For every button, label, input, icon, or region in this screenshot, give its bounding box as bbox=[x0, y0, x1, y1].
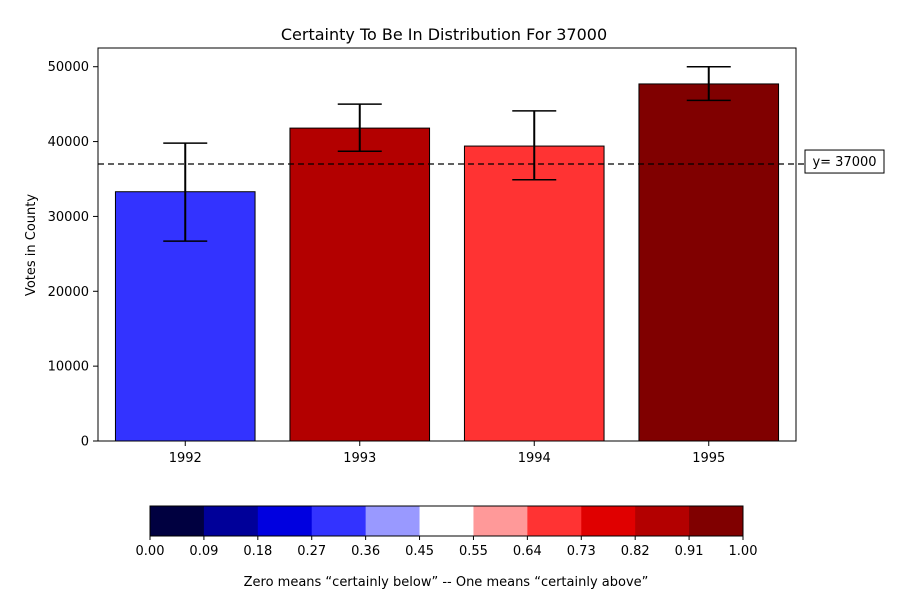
colorbar-frame bbox=[149, 505, 744, 537]
reference-line-label-box bbox=[804, 149, 885, 174]
x-tick-label: 1994 bbox=[518, 451, 551, 466]
colorbar-tick-label: 0.55 bbox=[459, 544, 488, 559]
bar-1995 bbox=[638, 83, 780, 442]
colorbar-segment bbox=[150, 506, 205, 536]
colorbar-tick-label: 0.73 bbox=[567, 544, 596, 559]
colorbar-segment bbox=[527, 506, 582, 536]
colorbar-tick-label: 0.91 bbox=[675, 544, 704, 559]
y-tick-label: 50000 bbox=[48, 60, 89, 75]
colorbar-segment bbox=[257, 506, 313, 536]
colorbar-segment bbox=[203, 506, 259, 536]
y-tick-label: 0 bbox=[81, 435, 89, 450]
bar-1993 bbox=[289, 127, 431, 442]
x-tick-label: 1993 bbox=[343, 451, 376, 466]
plot-frame bbox=[97, 47, 797, 442]
colorbar-segment bbox=[689, 506, 744, 536]
reference-line-annotation: y= 37000 bbox=[804, 149, 885, 174]
colorbar-segment bbox=[419, 506, 474, 536]
reference-line-label: y= 37000 bbox=[812, 155, 876, 170]
colorbar-segment bbox=[581, 506, 636, 536]
y-tick-label: 20000 bbox=[48, 285, 89, 300]
error-bar-1993 bbox=[337, 103, 382, 153]
bar-1994 bbox=[463, 145, 605, 442]
colorbar-segment bbox=[473, 506, 528, 536]
y-axis-label: Votes in County bbox=[24, 194, 39, 296]
y-tick-label: 30000 bbox=[48, 210, 89, 225]
colorbar-tick-label: 1.00 bbox=[729, 544, 758, 559]
colorbar-tick-label: 0.36 bbox=[351, 544, 380, 559]
colorbar-label: Zero means “certainly below” -- One mean… bbox=[244, 575, 649, 590]
y-tick-label: 10000 bbox=[48, 360, 89, 375]
colorbar-tick-label: 0.64 bbox=[513, 544, 542, 559]
plot-area: y= 37000 0 10000 20000 30000 40000 50000 1992 19… bbox=[48, 47, 885, 466]
colorbar: 0.00 0.09 0.18 0.27 0.36 0.45 0.55 0.64 0.73 0.82… bbox=[136, 505, 758, 559]
error-bar-1995 bbox=[686, 65, 731, 102]
colorbar-tick-label: 0.82 bbox=[621, 544, 650, 559]
chart-title: Certainty To Be In Distribution For 3700… bbox=[281, 25, 607, 44]
x-tick-label: 1995 bbox=[692, 451, 725, 466]
colorbar-tick-label: 0.27 bbox=[297, 544, 326, 559]
colorbar-segment bbox=[311, 506, 367, 536]
colorbar-tick-label: 0.18 bbox=[243, 544, 272, 559]
error-bar-1994 bbox=[512, 110, 557, 181]
colorbar-segment bbox=[635, 506, 690, 536]
error-bar-1992 bbox=[163, 142, 208, 242]
x-tick-label: 1992 bbox=[169, 451, 202, 466]
colorbar-tick-label: 0.00 bbox=[136, 544, 165, 559]
colorbar-tick-label: 0.09 bbox=[189, 544, 218, 559]
colorbar-tick-label: 0.45 bbox=[405, 544, 434, 559]
y-tick-label: 40000 bbox=[48, 135, 89, 150]
colorbar-segment bbox=[365, 506, 421, 536]
